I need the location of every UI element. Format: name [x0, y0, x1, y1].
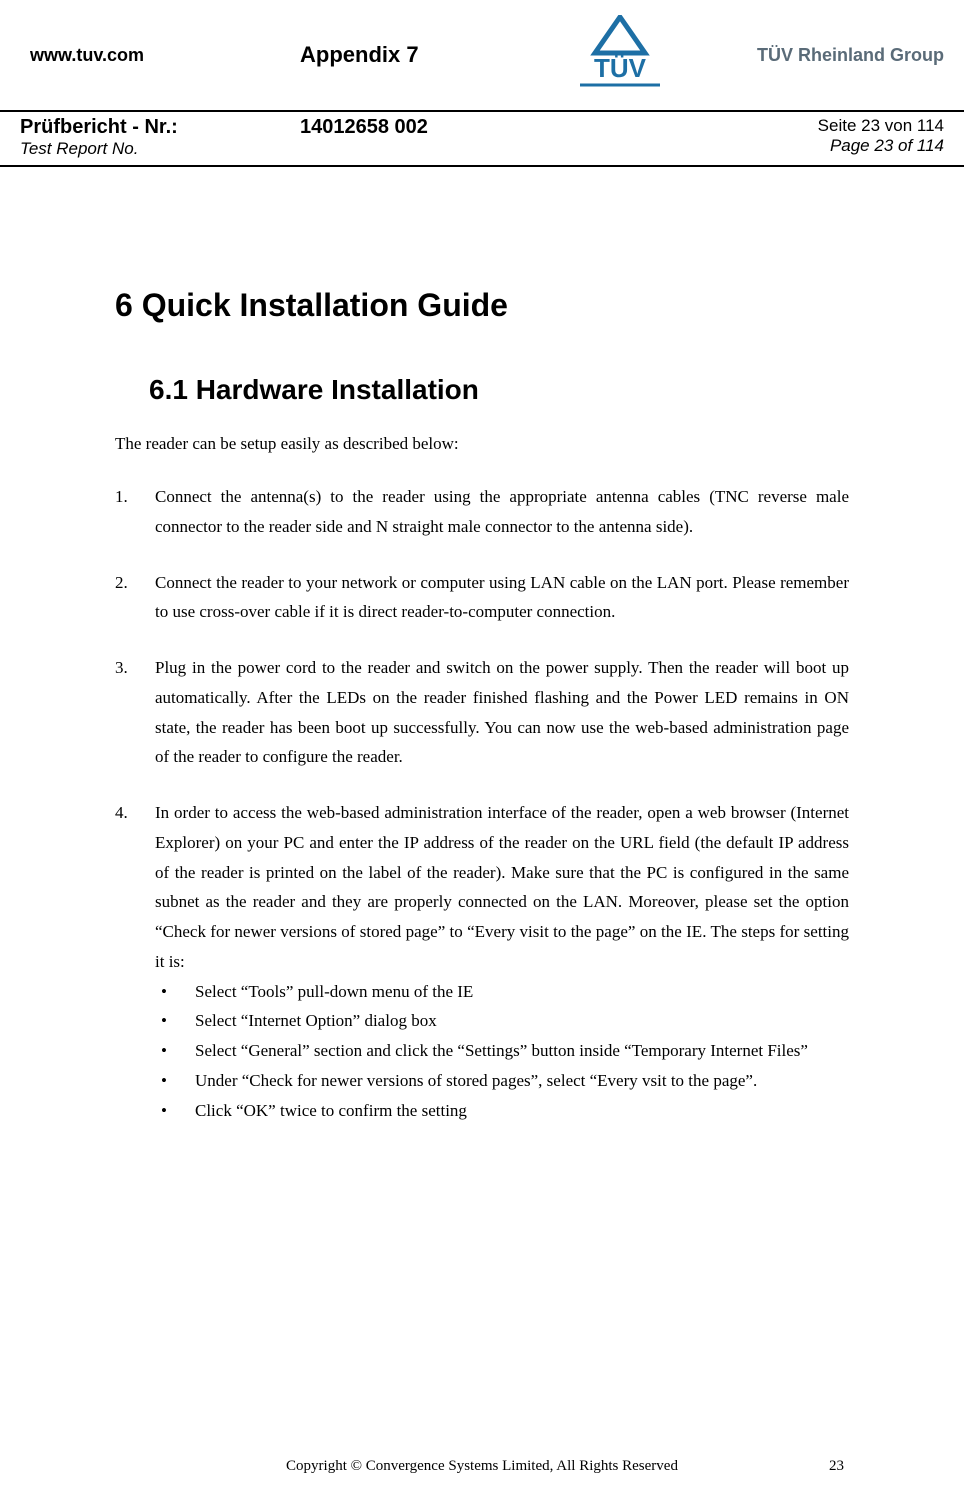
content: 6 Quick Installation Guide 6.1 Hardware …: [0, 167, 964, 1125]
step-number: 2.: [115, 568, 155, 628]
step-text: Plug in the power cord to the reader and…: [155, 653, 849, 772]
step-text: Connect the antenna(s) to the reader usi…: [155, 482, 849, 542]
bullet-icon: •: [155, 1096, 195, 1126]
list-item: •Select “General” section and click the …: [155, 1036, 849, 1066]
step-text: In order to access the web-based adminis…: [155, 803, 849, 971]
list-item: 4. In order to access the web-based admi…: [115, 798, 849, 1125]
tuv-logo-text: TÜV: [594, 53, 647, 83]
report-number: 14012658 002: [300, 116, 580, 159]
sub-list: •Select “Tools” pull-down menu of the IE…: [155, 977, 849, 1126]
list-item: •Under “Check for newer versions of stor…: [155, 1066, 849, 1096]
list-item: •Click “OK” twice to confirm the setting: [155, 1096, 849, 1126]
sub-text: Click “OK” twice to confirm the setting: [195, 1096, 849, 1126]
sub-text: Under “Check for newer versions of store…: [195, 1066, 849, 1096]
bullet-icon: •: [155, 1066, 195, 1096]
bullet-icon: •: [155, 1006, 195, 1036]
bullet-icon: •: [155, 1036, 195, 1066]
list-item: 3. Plug in the power cord to the reader …: [115, 653, 849, 772]
header-appendix: Appendix 7: [300, 42, 510, 68]
step-number: 4.: [115, 798, 155, 1125]
sub-text: Select “General” section and click the “…: [195, 1036, 849, 1066]
sub-text: Select “Tools” pull-down menu of the IE: [195, 977, 849, 1007]
top-header: www.tuv.com Appendix 7 TÜV TÜV Rheinland…: [0, 0, 964, 110]
page-number: 23: [829, 1458, 844, 1475]
header-group: TÜV Rheinland Group: [730, 45, 944, 66]
sub-text: Select “Internet Option” dialog box: [195, 1006, 849, 1036]
list-item: •Select “Internet Option” dialog box: [155, 1006, 849, 1036]
heading-1: 6 Quick Installation Guide: [115, 287, 849, 324]
step-number: 1.: [115, 482, 155, 542]
list-item: •Select “Tools” pull-down menu of the IE: [155, 977, 849, 1007]
page-count-de: Seite 23 von 114: [580, 116, 944, 136]
report-label-de: Prüfbericht - Nr.:: [20, 116, 300, 139]
intro-text: The reader can be setup easily as descri…: [115, 434, 849, 454]
steps-list: 1. Connect the antenna(s) to the reader …: [115, 482, 849, 1125]
list-item: 1. Connect the antenna(s) to the reader …: [115, 482, 849, 542]
step-body: In order to access the web-based adminis…: [155, 798, 849, 1125]
report-bar: Prüfbericht - Nr.: Test Report No. 14012…: [0, 110, 964, 167]
heading-2: 6.1 Hardware Installation: [149, 374, 849, 406]
report-left: Prüfbericht - Nr.: Test Report No.: [20, 116, 300, 159]
page: www.tuv.com Appendix 7 TÜV TÜV Rheinland…: [0, 0, 964, 1505]
copyright-text: Copyright © Convergence Systems Limited,…: [0, 1458, 964, 1475]
bullet-icon: •: [155, 977, 195, 1007]
list-item: 2. Connect the reader to your network or…: [115, 568, 849, 628]
report-pages: Seite 23 von 114 Page 23 of 114: [580, 116, 944, 159]
footer: Copyright © Convergence Systems Limited,…: [0, 1458, 964, 1475]
page-count-en: Page 23 of 114: [580, 136, 944, 156]
header-url: www.tuv.com: [30, 45, 300, 66]
step-number: 3.: [115, 653, 155, 772]
report-label-en: Test Report No.: [20, 139, 300, 159]
tuv-logo: TÜV: [510, 15, 730, 95]
tuv-logo-icon: TÜV: [565, 15, 675, 95]
step-text: Connect the reader to your network or co…: [155, 568, 849, 628]
